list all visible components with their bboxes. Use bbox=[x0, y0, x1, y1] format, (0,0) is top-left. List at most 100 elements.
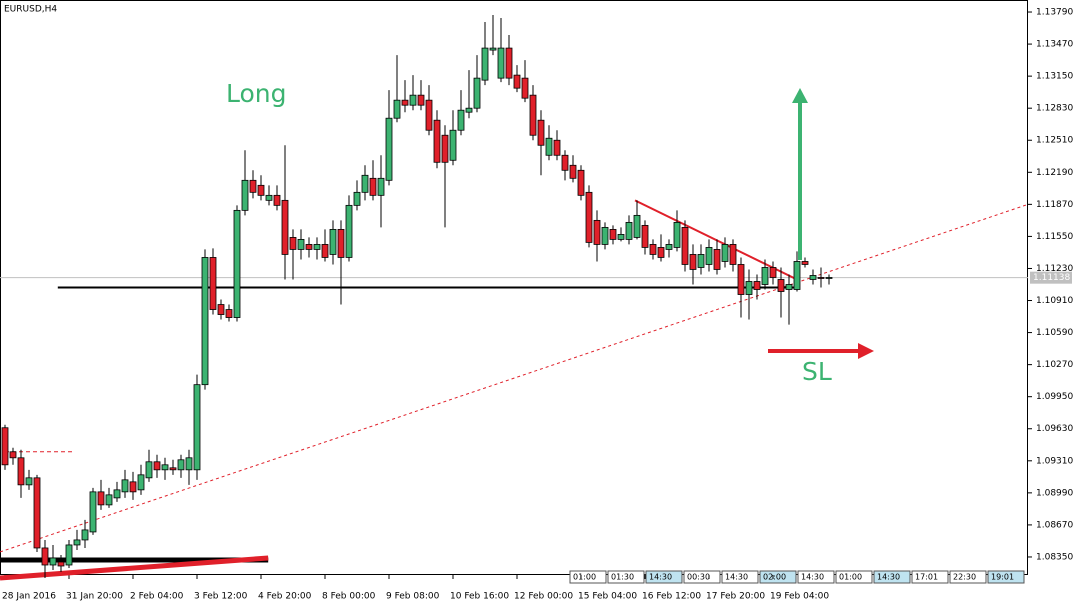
candle-body bbox=[385, 117, 393, 181]
candle-body bbox=[609, 228, 617, 240]
candle-body bbox=[369, 177, 377, 196]
tab-box bbox=[759, 570, 797, 584]
x-tick-label: 12 Feb 00:00 bbox=[514, 592, 573, 602]
candle-body bbox=[177, 459, 185, 471]
candle-body bbox=[193, 384, 201, 471]
trend-line bbox=[634, 199, 798, 281]
candle-body bbox=[313, 244, 321, 250]
candle-body bbox=[497, 47, 505, 79]
candle-body bbox=[625, 221, 633, 240]
candle-body bbox=[289, 237, 297, 250]
candle-body bbox=[417, 94, 425, 106]
candle-body bbox=[105, 494, 113, 506]
candle-body bbox=[601, 226, 609, 245]
candle-body bbox=[129, 481, 137, 493]
candle-body bbox=[9, 451, 17, 459]
candle-body bbox=[825, 277, 833, 279]
candle-body bbox=[561, 154, 569, 171]
candle-body bbox=[89, 491, 97, 533]
candle-body bbox=[617, 234, 625, 240]
y-tick-label: 1.09630 bbox=[1036, 424, 1073, 434]
candle-body bbox=[153, 461, 161, 471]
candle-body bbox=[673, 221, 681, 248]
candle-body bbox=[401, 99, 409, 106]
candle-body bbox=[241, 179, 249, 211]
candle-body bbox=[473, 77, 481, 109]
candle-body bbox=[593, 219, 601, 245]
x-tick-label: 9 Feb 08:00 bbox=[386, 592, 440, 602]
candle-body bbox=[489, 47, 497, 51]
candle-body bbox=[513, 74, 521, 89]
candle-body bbox=[361, 174, 369, 193]
x-tick-label: 2 Feb 04:00 bbox=[130, 592, 184, 602]
y-tick-label: 1.11870 bbox=[1036, 200, 1073, 210]
tab-label: 19:01 bbox=[991, 573, 1014, 582]
candle-body bbox=[17, 457, 25, 486]
y-tick-label: 1.10270 bbox=[1036, 360, 1073, 370]
candle-body bbox=[737, 264, 745, 295]
candle-body bbox=[329, 228, 337, 255]
y-tick-label: 1.11550 bbox=[1036, 232, 1073, 242]
tab-box bbox=[987, 570, 1025, 584]
y-tick-label: 1.08670 bbox=[1036, 520, 1073, 530]
candle-body bbox=[209, 257, 217, 310]
candle-body bbox=[409, 94, 417, 106]
x-tick-label: 16 Feb 12:00 bbox=[642, 592, 701, 602]
candle-body bbox=[305, 244, 313, 250]
x-tick-label: 28 Jan 2016 bbox=[2, 592, 56, 602]
y-tick-label: 1.11230 bbox=[1036, 264, 1073, 274]
candle-body bbox=[65, 544, 73, 566]
candle-body bbox=[273, 194, 281, 206]
tab-box bbox=[645, 570, 683, 584]
tab-label: 17:01 bbox=[915, 573, 938, 582]
candle-body bbox=[665, 244, 673, 250]
y-tick-label: 1.10590 bbox=[1036, 328, 1073, 338]
up-arrow bbox=[792, 88, 808, 260]
candle-body bbox=[377, 177, 385, 196]
tab-label: 22:30 bbox=[953, 573, 976, 582]
candle-body bbox=[721, 244, 729, 262]
right-arrow bbox=[768, 343, 874, 359]
candle-body bbox=[233, 209, 241, 318]
tab-box bbox=[911, 570, 949, 584]
candle-body bbox=[353, 191, 361, 206]
candle-body bbox=[585, 191, 593, 243]
candle-body bbox=[1, 427, 9, 466]
candle-body bbox=[281, 199, 289, 255]
candle-body bbox=[345, 204, 353, 258]
y-tick-label: 1.09310 bbox=[1036, 456, 1073, 466]
scrollbar[interactable]: 01:00 01:30 14:30 00:30 14:30 02:00 14:30 01:00… bbox=[569, 570, 1025, 584]
candle-body bbox=[785, 284, 793, 290]
candle-body bbox=[73, 539, 81, 546]
tab-box bbox=[949, 570, 987, 584]
candle-body bbox=[657, 247, 665, 258]
candle-body bbox=[681, 226, 689, 265]
y-tick-label: 1.12510 bbox=[1036, 136, 1073, 146]
y-tick-label: 1.12830 bbox=[1036, 104, 1073, 114]
tab-label: 00:30 bbox=[687, 573, 710, 582]
candle-body bbox=[121, 479, 129, 493]
tab-box bbox=[835, 570, 873, 584]
x-tick-label: 3 Feb 12:00 bbox=[194, 592, 248, 602]
price-tag bbox=[1030, 271, 1072, 284]
candle-body bbox=[537, 119, 545, 146]
candle-body bbox=[633, 214, 641, 238]
tab-box bbox=[721, 570, 759, 584]
candle-body bbox=[465, 107, 473, 113]
candle-body bbox=[745, 281, 753, 295]
candle-body bbox=[97, 491, 105, 506]
candle-body bbox=[337, 228, 345, 258]
candle-body bbox=[137, 474, 145, 491]
candle-body bbox=[521, 77, 529, 99]
chart-title: EURUSD,H4 bbox=[4, 5, 57, 15]
x-tick-label: 8 Feb 00:00 bbox=[322, 592, 376, 602]
candle-body bbox=[441, 134, 449, 163]
candle-body bbox=[705, 247, 713, 265]
candle-body bbox=[753, 281, 761, 290]
tab-box bbox=[569, 570, 607, 584]
y-tick-label: 1.08350 bbox=[1036, 552, 1073, 562]
candle-body bbox=[761, 267, 769, 285]
candle-body bbox=[57, 561, 65, 567]
tab-box bbox=[797, 570, 835, 584]
